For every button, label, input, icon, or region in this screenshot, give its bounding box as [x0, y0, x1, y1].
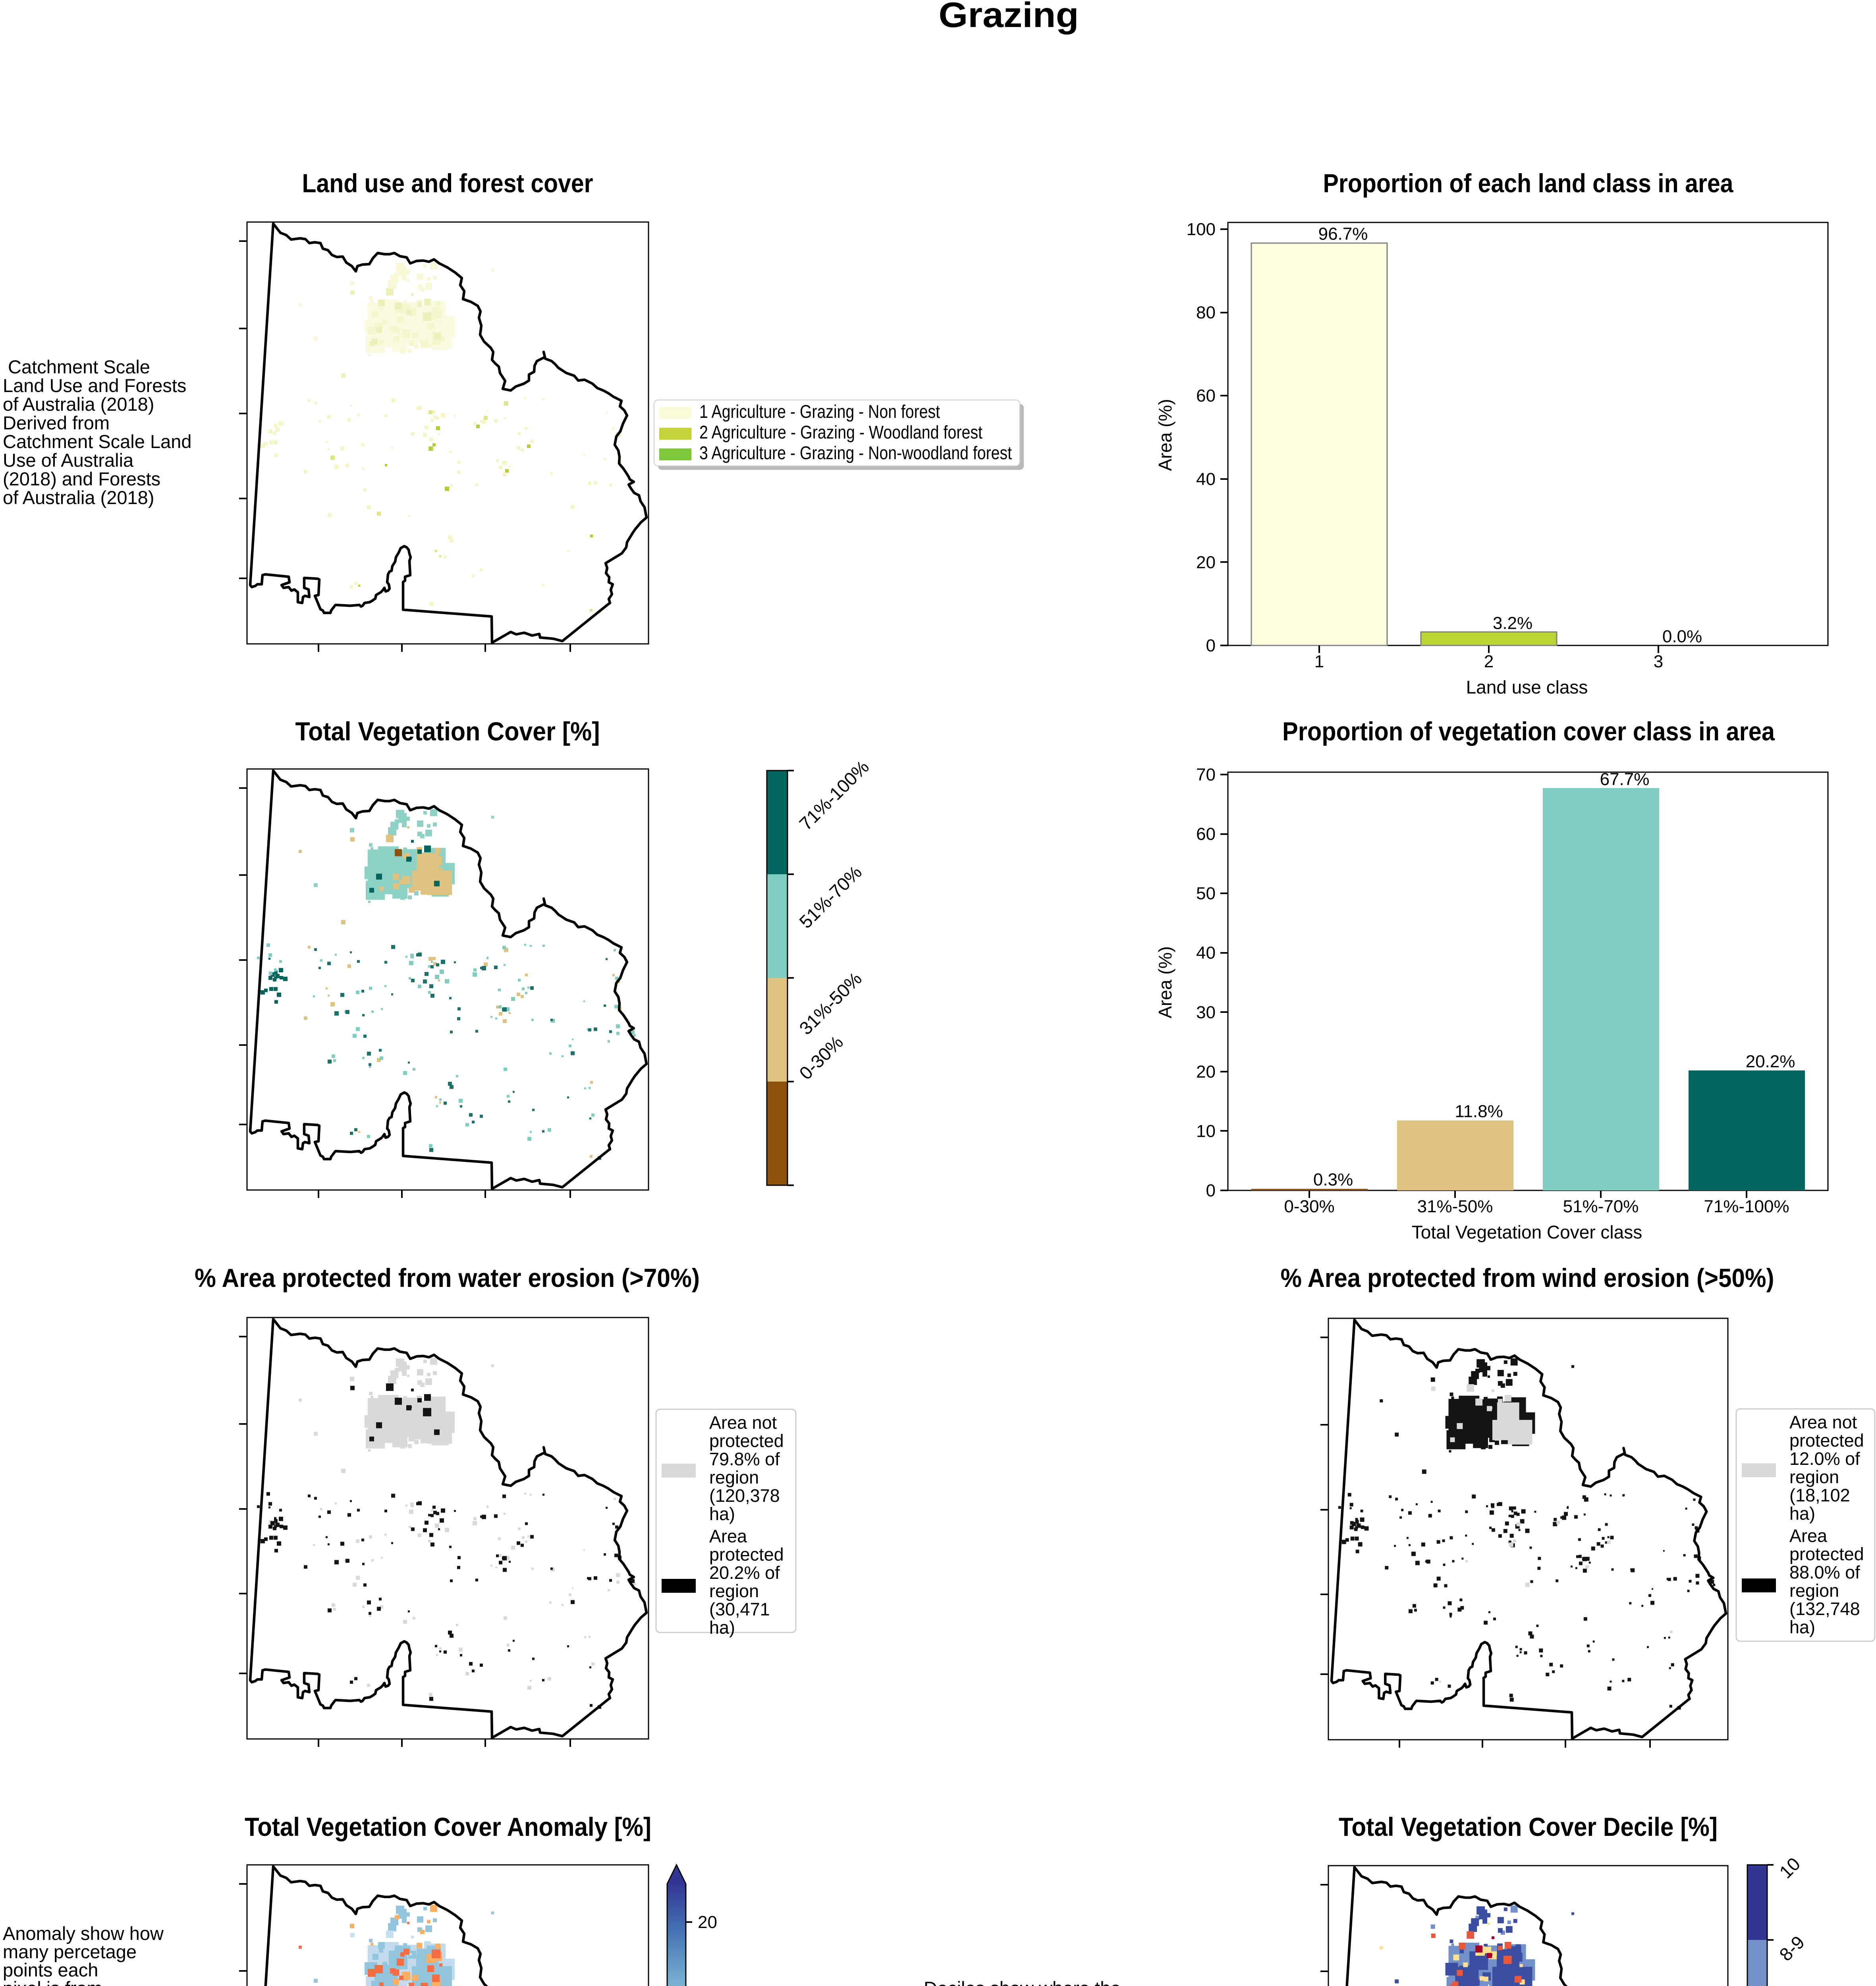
svg-text:Total Vegetation Cover [%]: Total Vegetation Cover [%]: [295, 717, 600, 746]
svg-text:Area not: Area not: [709, 1412, 777, 1433]
svg-text:Total Vegetation Cover Anomaly: Total Vegetation Cover Anomaly [%]: [245, 1812, 651, 1841]
svg-text:pixel is from: pixel is from: [3, 1978, 102, 1986]
svg-text:Grazing: Grazing: [939, 0, 1079, 35]
svg-text:100: 100: [1187, 220, 1216, 239]
svg-text:region: region: [1789, 1580, 1839, 1601]
svg-text:11.8%: 11.8%: [1455, 1102, 1503, 1121]
svg-text:80: 80: [1196, 303, 1216, 323]
svg-text:Total Vegetation Cover class: Total Vegetation Cover class: [1412, 1222, 1642, 1242]
svg-text:0.0%: 0.0%: [1662, 627, 1702, 646]
svg-text:71%-100%: 71%-100%: [1704, 1197, 1789, 1216]
svg-text:of Australia (2018): of Australia (2018): [3, 487, 154, 508]
svg-text:3.2%: 3.2%: [1493, 613, 1532, 633]
svg-text:20: 20: [1196, 1062, 1216, 1082]
svg-text:Derived from: Derived from: [3, 412, 110, 433]
svg-text:Deciles show where the: Deciles show where the: [924, 1978, 1121, 1986]
svg-text:Anomaly show how: Anomaly show how: [3, 1923, 164, 1944]
svg-text:protected: protected: [1789, 1430, 1864, 1451]
svg-text:ha): ha): [709, 1617, 735, 1638]
svg-text:Total Vegetation Cover Decile: Total Vegetation Cover Decile [%]: [1339, 1812, 1718, 1841]
svg-text:Use of Australia: Use of Australia: [3, 450, 134, 471]
svg-text:20.2% of: 20.2% of: [709, 1563, 780, 1583]
svg-text:Area (%): Area (%): [1155, 946, 1175, 1018]
svg-text:region: region: [709, 1581, 759, 1601]
svg-text:79.8% of: 79.8% of: [709, 1449, 780, 1469]
svg-text:0: 0: [1206, 636, 1216, 655]
svg-text:70: 70: [1196, 765, 1216, 784]
svg-text:(132,748: (132,748: [1789, 1599, 1860, 1619]
svg-text:Proportion of each land class: Proportion of each land class in area: [1323, 168, 1734, 198]
svg-text:% Area protected from wind ero: % Area protected from wind erosion (>50%…: [1281, 1263, 1774, 1292]
svg-text:points each: points each: [3, 1959, 98, 1980]
svg-text:40: 40: [1196, 469, 1216, 489]
svg-text:Land use class: Land use class: [1466, 677, 1588, 697]
svg-text:protected: protected: [709, 1544, 784, 1565]
svg-text:12.0% of: 12.0% of: [1789, 1449, 1860, 1469]
svg-text:60: 60: [1196, 825, 1216, 844]
svg-text:Proportion of vegetation cover: Proportion of vegetation cover class in …: [1282, 717, 1775, 746]
svg-text:protected: protected: [709, 1431, 784, 1451]
svg-text:51%-70%: 51%-70%: [1563, 1197, 1639, 1216]
svg-text:20: 20: [1196, 553, 1216, 572]
svg-text:Area not: Area not: [1789, 1412, 1857, 1432]
svg-text:3 Agriculture - Grazing - Non-: 3 Agriculture - Grazing - Non-woodland f…: [699, 442, 1012, 463]
svg-text:0: 0: [1206, 1181, 1216, 1200]
svg-text:88.0% of: 88.0% of: [1789, 1562, 1860, 1582]
svg-text:% Area protected from water er: % Area protected from water erosion (>70…: [195, 1263, 700, 1292]
svg-text:Land Use and Forests: Land Use and Forests: [3, 375, 186, 396]
svg-text:(2018) and Forests: (2018) and Forests: [3, 468, 160, 489]
svg-text:2: 2: [1484, 652, 1494, 671]
svg-text:Area (%): Area (%): [1155, 399, 1175, 471]
svg-text:31%-50%: 31%-50%: [1417, 1197, 1493, 1216]
svg-text:67.7%: 67.7%: [1600, 769, 1650, 789]
svg-text:region: region: [709, 1467, 759, 1488]
svg-text:of Australia (2018): of Australia (2018): [3, 394, 154, 415]
svg-text:many percetage: many percetage: [3, 1941, 137, 1962]
svg-text:40: 40: [1196, 943, 1216, 963]
svg-text:Land use and forest cover: Land use and forest cover: [302, 168, 593, 198]
svg-text:0.3%: 0.3%: [1313, 1170, 1353, 1190]
svg-text:1 Agriculture - Grazing - Non: 1 Agriculture - Grazing - Non forest: [699, 401, 940, 422]
svg-text:(30,471: (30,471: [709, 1599, 770, 1619]
svg-text:10: 10: [1196, 1121, 1216, 1141]
svg-text:Catchment Scale: Catchment Scale: [3, 356, 150, 377]
svg-text:96.7%: 96.7%: [1318, 224, 1368, 244]
svg-text:ha): ha): [1789, 1617, 1815, 1637]
svg-text:3: 3: [1654, 652, 1663, 671]
svg-text:protected: protected: [1789, 1544, 1864, 1564]
svg-text:ha): ha): [1789, 1503, 1815, 1524]
svg-text:region: region: [1789, 1467, 1839, 1487]
svg-text:(18,102: (18,102: [1789, 1485, 1850, 1505]
svg-text:2 Agriculture - Grazing - Wood: 2 Agriculture - Grazing - Woodland fores…: [699, 422, 982, 442]
svg-text:Area: Area: [709, 1526, 747, 1546]
svg-text:(120,378: (120,378: [709, 1486, 780, 1506]
svg-text:1: 1: [1314, 652, 1324, 671]
svg-text:Catchment Scale Land: Catchment Scale Land: [3, 431, 192, 452]
svg-text:20: 20: [698, 1913, 717, 1932]
svg-text:30: 30: [1196, 1003, 1216, 1022]
svg-text:ha): ha): [709, 1504, 735, 1524]
svg-text:Area: Area: [1789, 1526, 1828, 1546]
svg-text:0-30%: 0-30%: [1284, 1197, 1334, 1216]
svg-text:60: 60: [1196, 386, 1216, 406]
svg-text:20.2%: 20.2%: [1746, 1052, 1795, 1071]
svg-text:50: 50: [1196, 884, 1216, 903]
